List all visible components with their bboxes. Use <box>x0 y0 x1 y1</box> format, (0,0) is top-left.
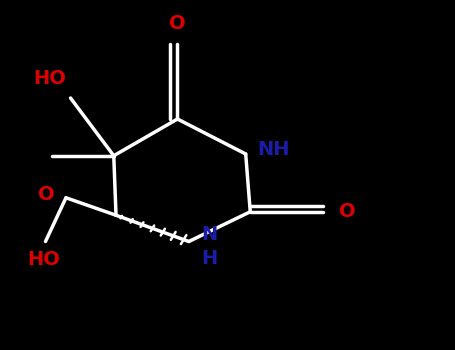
Text: NH: NH <box>257 140 289 159</box>
Text: H: H <box>202 249 218 268</box>
Text: O: O <box>38 185 55 204</box>
Text: HO: HO <box>33 69 66 88</box>
Text: N: N <box>202 225 218 244</box>
Text: O: O <box>339 202 356 221</box>
Text: O: O <box>169 14 186 33</box>
Text: HO: HO <box>27 250 60 269</box>
